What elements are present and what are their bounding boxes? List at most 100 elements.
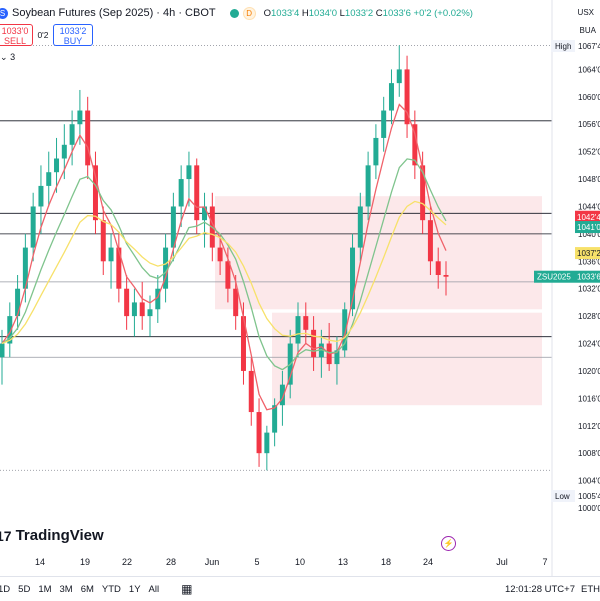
chart-title[interactable]: Soybean Futures (Sep 2025) · 4h · CBOT: [12, 7, 216, 19]
candle-body: [124, 288, 130, 317]
ema-slow-price-tag-box: [575, 247, 600, 260]
spread-value: 0'2: [37, 30, 49, 40]
candle-body: [139, 302, 145, 317]
candle-body: [178, 179, 184, 207]
price-tick-label: 1032'0: [578, 285, 600, 294]
ema-mid-line: [1, 158, 447, 371]
candle-body: [303, 316, 309, 330]
delayed-data-icon[interactable]: D: [242, 6, 256, 20]
time-tick-label: 7: [542, 557, 547, 567]
price-tick-label: 1048'0: [578, 175, 600, 184]
time-tick-label: 10: [295, 557, 305, 567]
tradingview-logo[interactable]: 17 TradingView: [0, 527, 104, 544]
ohlc-readout: O1033'4 H1034'0 L1033'2 C1033'6 +0'2 (+0…: [263, 7, 473, 19]
candle-body: [396, 69, 402, 84]
candle-body: [435, 261, 441, 275]
candle-body: [69, 124, 75, 145]
range-button-1m[interactable]: 1M: [38, 583, 52, 595]
candle-body: [233, 288, 239, 317]
candle-body: [155, 288, 161, 310]
price-tick-label: 1016'0: [578, 394, 600, 403]
candle-body: [334, 350, 340, 365]
range-button-1y[interactable]: 1Y: [128, 583, 141, 595]
range-button-5d[interactable]: 5D: [18, 583, 31, 595]
candle-body: [318, 343, 324, 358]
candle-body: [412, 124, 418, 166]
price-tick-label: 1028'0: [578, 312, 600, 321]
time-tick-label: 22: [122, 557, 132, 567]
time-tick-label: Jul: [496, 557, 508, 567]
session-label[interactable]: ETH: [581, 583, 600, 595]
clock-label[interactable]: 12:01:28 UTC+7: [505, 583, 575, 595]
range-button-6m[interactable]: 6M: [80, 583, 94, 595]
sell-button[interactable]: 1033'0 SELL: [0, 24, 33, 46]
ema-mid-price-tag: 1041'0: [577, 223, 600, 232]
time-tick-label: 24: [423, 557, 433, 567]
candle-body: [373, 137, 379, 166]
candle-body: [427, 220, 433, 262]
candle-body: [256, 412, 262, 454]
price-tick-label: 1020'0: [578, 367, 600, 376]
date-range-icon[interactable]: ▦: [181, 582, 193, 596]
buy-button[interactable]: 1033'2 BUY: [53, 24, 93, 46]
candle-body: [147, 309, 153, 317]
time-tick-label: 28: [166, 557, 176, 567]
candle-body: [381, 110, 387, 138]
candle-body: [38, 185, 44, 207]
candle-body: [225, 261, 231, 289]
range-button-all[interactable]: All: [148, 583, 160, 595]
range-button-1d[interactable]: 1D: [0, 583, 11, 595]
supply-zone-1: [272, 312, 542, 406]
price-tick-label: 1004'0: [578, 477, 600, 486]
price-tick-label: 1000'0: [578, 504, 600, 513]
price-tick-label: 1067'4: [578, 42, 600, 51]
candle-body: [116, 247, 122, 289]
range-button-ytd[interactable]: YTD: [101, 583, 121, 595]
candle-body: [357, 206, 363, 248]
candle-body: [46, 172, 52, 186]
range-button-3m[interactable]: 3M: [59, 583, 73, 595]
candle-body: [420, 165, 426, 221]
candle-body: [100, 220, 106, 262]
market-open-icon: [229, 8, 239, 18]
ema-slow-line: [1, 200, 447, 345]
candle-body: [404, 69, 410, 125]
currency-label[interactable]: USX: [577, 8, 594, 17]
candle-body: [248, 370, 254, 413]
candle-body: [202, 206, 208, 221]
trade-panel: 1033'0 SELL 0'2 1033'2 BUY: [0, 24, 93, 46]
candle-body: [170, 206, 176, 248]
price-tick-label: 1064'0: [578, 65, 600, 74]
price-tick-label: 1036'0: [578, 257, 600, 266]
low-label: Low: [555, 492, 570, 501]
price-tick-label: 1005'4: [578, 492, 600, 501]
bottom-toolbar: 1D 5D 1M 3M 6M YTD 1Y All ▦ 12:01:28 UTC+7 ETH: [0, 576, 600, 601]
candle-body: [7, 316, 13, 344]
price-tick-label: 1012'0: [578, 422, 600, 431]
candle-body: [30, 206, 36, 248]
candle-body: [108, 247, 114, 262]
ema-mid-price-tag-box: [575, 221, 600, 234]
candle-body: [311, 329, 317, 358]
candle-body: [365, 165, 371, 207]
candle-body: [54, 158, 60, 173]
candle-body: [264, 432, 270, 454]
low-label-box: [551, 490, 575, 502]
candle-body: [15, 288, 21, 317]
lightning-icon[interactable]: ⚡: [441, 536, 456, 551]
last-price-tag-box: [575, 270, 600, 283]
time-tick-label: 13: [338, 557, 348, 567]
candle-body: [272, 405, 278, 433]
candle-body: [350, 247, 356, 310]
tv-mark-icon: 17: [0, 527, 12, 544]
candle-body: [279, 384, 285, 406]
candle-body: [295, 316, 301, 344]
indicators-toggle[interactable]: ⌄ 3: [0, 52, 15, 63]
symbol-logo-icon: S: [0, 7, 8, 19]
candle-body: [443, 275, 449, 277]
last-price-tag: 1033'6: [577, 273, 600, 282]
candle-body: [22, 247, 28, 289]
ema-fast-line: [1, 103, 447, 411]
